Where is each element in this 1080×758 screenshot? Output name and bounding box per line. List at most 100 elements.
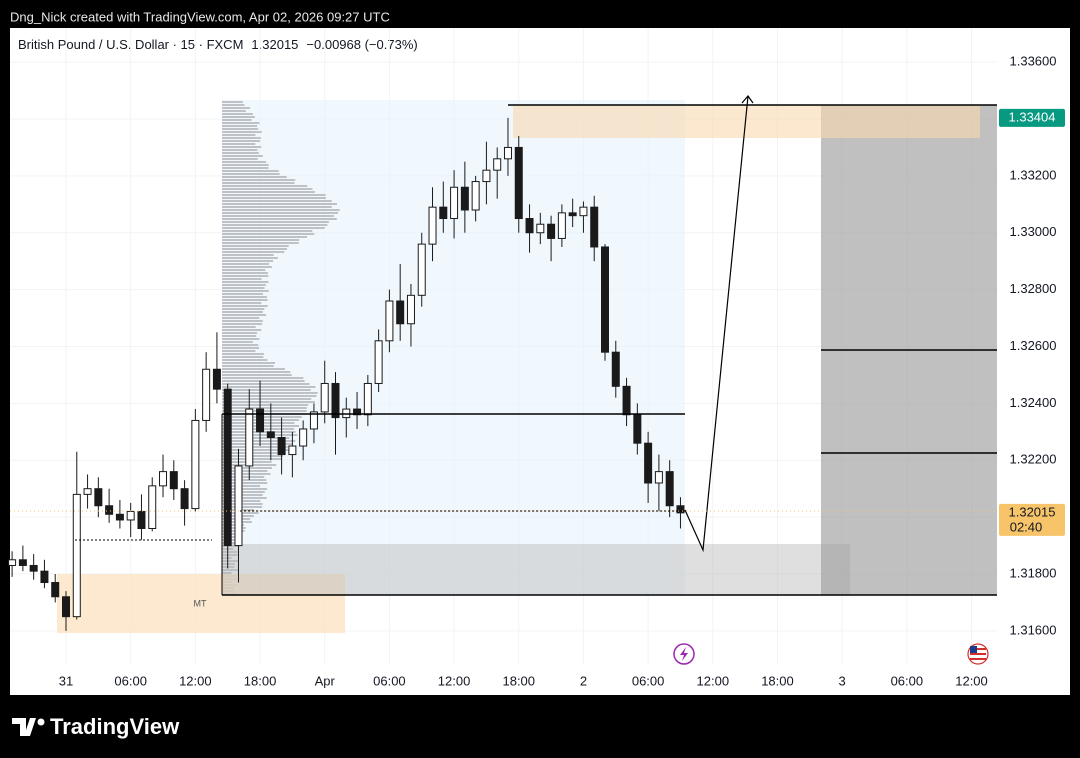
candle-body <box>299 428 308 447</box>
candle-body <box>8 559 17 566</box>
candle-body <box>374 340 383 384</box>
candle-body <box>428 206 437 245</box>
candle-body <box>439 206 448 220</box>
candle-body <box>417 243 426 296</box>
candle-body <box>385 300 394 342</box>
y-tick-label: 1.33000 <box>1010 224 1057 239</box>
x-tick-label: Apr <box>315 673 336 688</box>
x-tick-label: 31 <box>59 673 73 688</box>
drawings <box>75 95 997 596</box>
candle-body <box>277 437 286 456</box>
annotation: MT <box>194 598 207 608</box>
candle-body <box>460 186 469 211</box>
candle-body <box>622 385 631 416</box>
candle-body <box>309 411 318 430</box>
candle-body <box>644 442 653 484</box>
brand-logo <box>12 718 36 736</box>
candle-body <box>245 408 254 467</box>
x-tick-label: 12:00 <box>955 673 988 688</box>
x-tick-label: 18:00 <box>761 673 794 688</box>
time-axis: 31 06:00 12:00 18:00 Apr 06:00 12:00 18:00 2 06:0… <box>59 673 988 688</box>
y-tick-label: 1.31800 <box>1010 565 1057 580</box>
candle-body <box>40 570 49 584</box>
y-tick-label: 1.32600 <box>1010 338 1057 353</box>
x-tick-label: 3 <box>839 673 846 688</box>
y-tick-label: 1.33200 <box>1010 167 1057 182</box>
flag-icon <box>970 648 986 650</box>
y-tick-label: 1.32800 <box>1010 281 1057 296</box>
brand-logo <box>37 718 45 726</box>
header: Dng_Nick created with TradingView.com, A… <box>10 9 390 24</box>
candle-body <box>514 146 523 220</box>
candle-body <box>557 212 566 239</box>
flag-icon <box>970 658 986 660</box>
candle-body <box>72 493 81 618</box>
candle-body <box>493 158 502 171</box>
candle-body <box>611 351 620 387</box>
candle-body <box>525 218 534 234</box>
candle-body <box>482 169 491 183</box>
candle-body <box>331 382 340 419</box>
brand-name: TradingView <box>50 714 180 739</box>
candle-body <box>105 505 114 515</box>
candle-body <box>601 246 609 353</box>
candle-body <box>202 368 211 421</box>
candle-body <box>396 300 405 325</box>
candle-body <box>256 408 265 433</box>
last-price: 1.32015 <box>251 37 298 52</box>
candle-body <box>94 488 103 507</box>
candle-body <box>29 564 38 572</box>
x-tick-label: 18:00 <box>244 673 277 688</box>
y-tick-label: 1.33600 <box>1010 54 1057 69</box>
candle-body <box>180 488 189 510</box>
candle-body <box>266 431 275 438</box>
candle-body <box>547 223 556 239</box>
x-tick-label: 2 <box>580 673 587 688</box>
y-tick-label: 1.32200 <box>1010 452 1057 467</box>
event-icon <box>680 647 688 661</box>
candle-body <box>288 445 297 456</box>
candle-body <box>633 414 642 444</box>
candle-body <box>159 471 168 487</box>
price-axis: 1.316001.318001.320001.322001.324001.326… <box>999 54 1065 637</box>
brand: TradingView <box>12 714 180 739</box>
x-tick-label: 06:00 <box>114 673 147 688</box>
candle-body <box>320 382 329 413</box>
candle-body <box>148 485 157 529</box>
candle-body <box>471 181 480 211</box>
candle-body <box>115 513 124 521</box>
candle-body <box>363 382 372 416</box>
candle-body <box>590 206 599 248</box>
change: −0.00968 (−0.73%) <box>306 37 417 52</box>
candle-body <box>212 368 221 390</box>
projection-arrow <box>684 95 749 553</box>
flag-icon <box>970 646 977 653</box>
candle-body <box>51 582 60 598</box>
candle-body <box>676 505 685 514</box>
candle-body <box>536 223 545 234</box>
x-tick-label: 18:00 <box>502 673 535 688</box>
candle-body <box>579 206 588 217</box>
x-tick-label: 12:00 <box>438 673 471 688</box>
price-badge-sublabel: 02:40 <box>1010 519 1043 534</box>
arrow-head <box>741 95 754 104</box>
legend: British Pound / U.S. Dollar · 15 · FXCM 1… <box>18 37 418 52</box>
flag-icon <box>967 643 989 665</box>
x-tick-label: 12:00 <box>179 673 212 688</box>
candle-body <box>191 419 200 510</box>
price-badge <box>999 108 1065 127</box>
price-badge-label: 1.33404 <box>1009 109 1056 124</box>
candle-body <box>83 488 92 495</box>
event-icon <box>673 643 695 665</box>
candle-body <box>568 212 577 217</box>
candle-body <box>169 471 178 490</box>
candle-body <box>234 465 243 547</box>
candle-body <box>406 294 415 325</box>
x-tick-label: 06:00 <box>632 673 665 688</box>
y-tick-label: 1.31600 <box>1010 622 1057 637</box>
candles <box>8 117 685 631</box>
zone-box <box>57 574 345 633</box>
candle-body <box>654 471 663 484</box>
